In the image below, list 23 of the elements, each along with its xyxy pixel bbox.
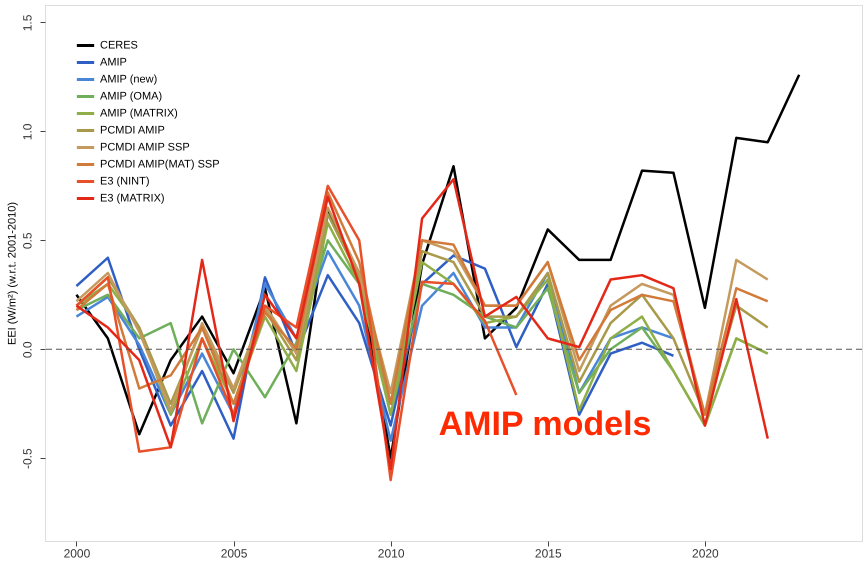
legend-label: CERES [100,40,138,52]
legend-label: E3 (MATRIX) [100,192,165,204]
y-tick-label: 1.0 [20,123,34,140]
x-tick-label: 2000 [64,546,91,560]
y-tick-label: 0.0 [20,341,34,358]
legend-label: PCMDI AMIP [100,124,165,136]
legend-label: AMIP [100,56,127,68]
x-tick-label: 2020 [692,546,720,560]
x-tick-label: 2010 [378,546,405,560]
x-tick-label: 2015 [534,546,562,560]
y-tick-label: -0.5 [20,448,34,470]
line-series [75,178,769,470]
legend-label: AMIP (OMA) [100,90,162,102]
legend-label: PCMDI AMIP SSP [100,142,190,154]
annotation: AMIP models [438,405,652,443]
y-axis-title: EEI (W/m²) (w.r.t. 2001-2010) [6,202,18,346]
legend-label: E3 (NINT) [100,176,150,188]
x-tick-label: 2005 [220,546,248,560]
legend-label: AMIP (MATRIX) [100,108,178,120]
y-tick-label: 0.5 [20,232,34,250]
legend-label: AMIP (new) [100,74,158,86]
legend-label: PCMDI AMIP(MAT) SSP [100,158,220,170]
y-tick-label: 1.5 [20,14,34,32]
